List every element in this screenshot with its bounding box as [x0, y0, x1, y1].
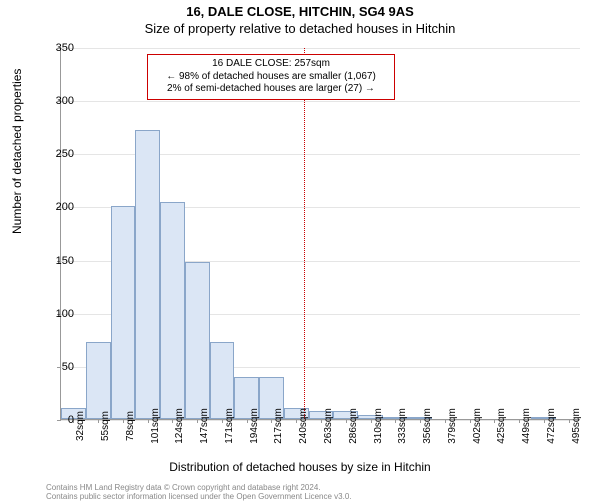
x-tick-mark	[569, 419, 570, 423]
x-tick-label: 78sqm	[125, 411, 136, 441]
x-tick-mark	[420, 419, 421, 423]
histogram-bar	[135, 130, 160, 419]
x-tick-mark	[519, 419, 520, 423]
histogram-bar	[185, 262, 210, 419]
x-tick-label: 101sqm	[150, 408, 161, 444]
annotation-line-3: 2% of semi-detached houses are larger (2…	[154, 83, 388, 96]
x-tick-label: 171sqm	[224, 408, 235, 444]
x-tick-label: 147sqm	[199, 408, 210, 444]
footer-line-2: Contains public sector information licen…	[46, 493, 352, 502]
property-marker-line	[304, 48, 305, 419]
gridline	[61, 101, 580, 102]
x-tick-label: 217sqm	[273, 408, 284, 444]
x-tick-mark	[321, 419, 322, 423]
x-tick-mark	[123, 419, 124, 423]
x-tick-mark	[346, 419, 347, 423]
x-tick-mark	[544, 419, 545, 423]
plot-area: 16 DALE CLOSE: 257sqm← 98% of detached h…	[60, 48, 580, 420]
y-axis-label: Number of detached properties	[10, 69, 24, 234]
x-tick-label: 194sqm	[249, 408, 260, 444]
x-tick-label: 32sqm	[75, 411, 86, 441]
annotation-box: 16 DALE CLOSE: 257sqm← 98% of detached h…	[147, 54, 395, 100]
x-tick-mark	[148, 419, 149, 423]
x-tick-label: 425sqm	[496, 408, 507, 444]
x-tick-label: 472sqm	[546, 408, 557, 444]
y-tick-label: 0	[44, 414, 74, 426]
x-tick-mark	[470, 419, 471, 423]
annotation-line-1: 16 DALE CLOSE: 257sqm	[154, 58, 388, 71]
x-tick-label: 263sqm	[323, 408, 334, 444]
histogram-bar	[160, 202, 185, 419]
x-tick-mark	[445, 419, 446, 423]
histogram-chart: 16 DALE CLOSE: 257sqm← 98% of detached h…	[60, 48, 580, 420]
footer-attribution: Contains HM Land Registry data © Crown c…	[46, 484, 352, 502]
y-tick-label: 350	[44, 42, 74, 54]
x-tick-label: 240sqm	[298, 408, 309, 444]
x-tick-mark	[371, 419, 372, 423]
x-tick-label: 55sqm	[100, 411, 111, 441]
page-subtitle: Size of property relative to detached ho…	[0, 21, 600, 36]
page-title: 16, DALE CLOSE, HITCHIN, SG4 9AS	[0, 4, 600, 19]
x-tick-label: 356sqm	[422, 408, 433, 444]
x-tick-label: 449sqm	[521, 408, 532, 444]
x-tick-label: 124sqm	[174, 408, 185, 444]
x-tick-mark	[247, 419, 248, 423]
x-tick-label: 333sqm	[397, 408, 408, 444]
histogram-bar	[86, 342, 111, 419]
y-tick-label: 100	[44, 308, 74, 320]
gridline	[61, 48, 580, 49]
annotation-line-2: ← 98% of detached houses are smaller (1,…	[154, 71, 388, 84]
y-tick-label: 250	[44, 148, 74, 160]
x-tick-label: 402sqm	[472, 408, 483, 444]
y-tick-label: 150	[44, 255, 74, 267]
y-tick-label: 50	[44, 361, 74, 373]
histogram-bar	[111, 206, 136, 419]
y-tick-label: 300	[44, 95, 74, 107]
x-tick-mark	[98, 419, 99, 423]
x-tick-label: 379sqm	[447, 408, 458, 444]
x-tick-label: 286sqm	[348, 408, 359, 444]
x-axis-label: Distribution of detached houses by size …	[0, 460, 600, 474]
y-tick-label: 200	[44, 201, 74, 213]
x-tick-label: 310sqm	[373, 408, 384, 444]
x-tick-label: 495sqm	[571, 408, 582, 444]
x-tick-mark	[222, 419, 223, 423]
